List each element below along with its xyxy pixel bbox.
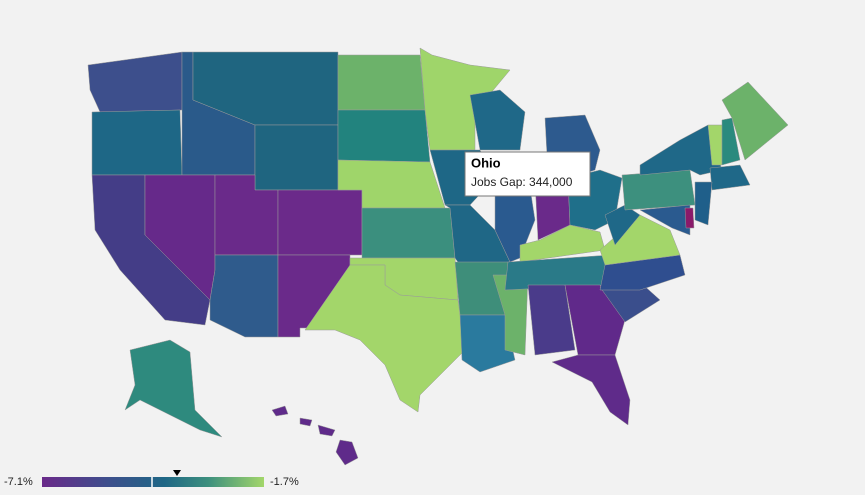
state[interactable]	[721, 81, 789, 161]
state[interactable]	[337, 54, 426, 111]
color-bar-marker	[173, 470, 181, 476]
state[interactable]	[459, 314, 516, 373]
tooltip-box	[464, 151, 591, 197]
tooltip: Ohio Jobs Gap: 344,000	[464, 151, 591, 197]
legend-max-label: -1.7%	[270, 476, 299, 488]
color-bar	[42, 477, 264, 487]
state[interactable]	[304, 264, 466, 413]
state[interactable]	[721, 117, 741, 166]
state[interactable]	[209, 254, 279, 338]
state[interactable]	[337, 109, 431, 163]
state[interactable]	[604, 204, 641, 246]
state[interactable]	[277, 189, 363, 256]
us-map	[87, 47, 789, 466]
state[interactable]	[709, 164, 751, 191]
state[interactable]	[91, 109, 183, 176]
state[interactable]	[87, 51, 183, 113]
legend-min-label: -7.1%	[4, 476, 33, 488]
state[interactable]	[621, 169, 696, 211]
state[interactable]	[335, 439, 359, 466]
state[interactable]	[527, 284, 576, 356]
state[interactable]	[639, 204, 691, 236]
state[interactable]	[361, 207, 456, 259]
state[interactable]	[124, 339, 223, 438]
state[interactable]	[551, 354, 631, 426]
tooltip-title: Ohio	[471, 155, 501, 170]
legend: -7.1% -1.7%	[4, 470, 299, 488]
state[interactable]	[317, 424, 336, 437]
state[interactable]	[694, 181, 713, 226]
state[interactable]	[299, 417, 313, 427]
tooltip-text: Jobs Gap: 344,000	[471, 175, 573, 189]
state[interactable]	[564, 284, 626, 356]
state[interactable]	[271, 405, 289, 417]
state[interactable]	[684, 207, 695, 229]
state[interactable]	[469, 89, 526, 151]
state[interactable]	[254, 124, 339, 191]
